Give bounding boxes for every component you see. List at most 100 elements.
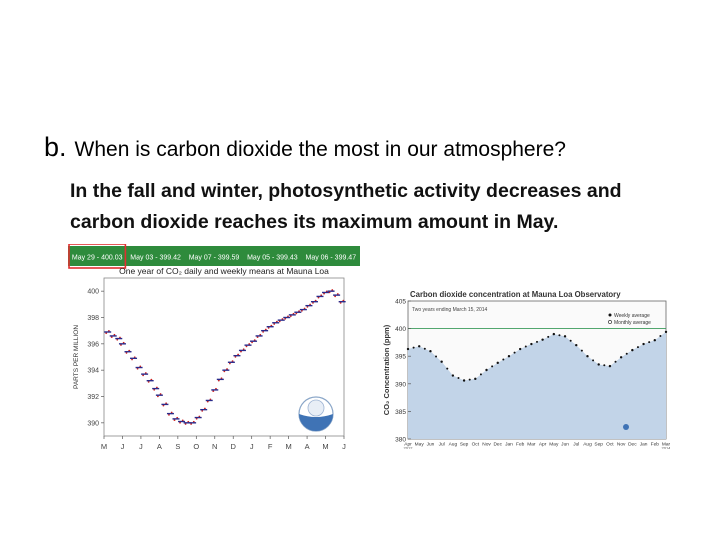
daily-point [195,417,198,420]
logo-bird [307,399,325,417]
question-marker: b. [44,132,67,162]
weekly-point [518,347,522,351]
x-tick-label: Feb [651,442,660,448]
daily-point [312,302,314,304]
x-tick-label: Mar [662,442,670,448]
daily-point [105,332,108,335]
x-tick-label: Mar [527,442,536,448]
x-tick-label: F [268,442,273,451]
weekly-point [446,367,449,370]
daily-point [136,367,139,370]
x-tick-label: A [305,442,310,451]
weekly-point [603,364,606,367]
x-tick-label: Apr [539,442,547,448]
x-tick-label: Jul [573,442,579,448]
reading-label: May 06 - 399.47 [306,255,357,262]
y-tick-label: 398 [87,315,99,322]
x-tick-label: Aug [583,442,592,448]
daily-point [300,309,303,312]
weekly-point [479,373,482,376]
two-year-co2-chart-svg: Carbon dioxide concentration at Mauna Lo… [382,290,670,450]
weekly-point [608,364,612,368]
weekly-point [558,334,561,337]
question-text: When is carbon dioxide the most in our a… [74,138,566,161]
weekly-point [586,355,589,358]
daily-point [317,296,320,299]
x-tick-label: Jul [439,442,445,448]
weekly-point [502,358,505,361]
daily-point [142,374,145,377]
x-tick-label: D [231,442,237,451]
daily-point [323,292,325,295]
answer-text: In the fall and winter, photosynthetic a… [70,176,622,238]
daily-point [212,390,215,393]
legend-weekly-label: Weekly average [614,313,650,319]
weekly-point [536,340,538,343]
y-tick-label: 400 [395,326,406,333]
x-tick-label: M [285,442,291,451]
highlighted-reading-box [68,244,127,269]
weekly-point [468,378,471,381]
weekly-point [485,368,488,372]
question-line: b. When is carbon dioxide the most in our… [44,132,566,163]
daily-point [262,330,265,333]
weekly-point [653,338,656,342]
daily-point [339,302,342,304]
x-tick-label: S [175,442,180,451]
weekly-point [423,347,426,350]
daily-point [125,352,128,354]
x-tick-label: J [342,442,346,451]
daily-point [206,400,209,403]
x-tick-label: Aug [449,442,458,448]
x-tick-label: J [121,442,125,451]
year-label: 2012 [404,446,414,450]
reading-label: May 29 - 400.03 [72,255,123,262]
weekly-point [575,343,578,347]
daily-point [147,381,150,383]
weekly-point [435,355,438,358]
y-tick-label: 390 [87,420,99,427]
weekly-point [547,335,550,338]
weekly-point [614,360,617,363]
chart-subtitle: Two years ending March 15, 2014 [412,307,488,313]
daily-co2-chart: May 29 - 400.03 May 03 - 399.42 May 07 - 3… [68,244,360,456]
daily-point [278,320,281,323]
weekly-point [619,356,623,359]
y-tick-label: 395 [395,354,406,361]
weekly-point [406,347,410,351]
daily-point [334,295,337,298]
scripps-logo [623,424,629,430]
daily-point [153,388,156,391]
x-tick-label: J [250,442,254,451]
weekly-point [524,345,527,348]
x-tick-label: M [322,442,328,451]
y-axis-label: CO₂ Concentration (ppm) [382,324,391,415]
logo-wave [299,414,333,431]
daily-point [228,362,231,365]
x-tick-label: M [101,442,107,451]
daily-point [184,423,187,425]
reading-label: May 05 - 399.43 [247,255,298,262]
weekly-point [462,379,466,382]
weekly-point [625,352,628,355]
x-tick-label: Jan [640,442,648,448]
daily-point [306,305,309,308]
daily-point [251,341,253,344]
x-tick-label: Dec [493,442,502,448]
y-axis-label: PARTS PER MILLION [73,325,80,389]
daily-co2-chart-svg: May 29 - 400.03 May 03 - 399.42 May 07 - 3… [68,244,360,451]
weekly-point [563,335,567,338]
daily-point [201,409,204,412]
x-tick-label: May [415,442,425,448]
noaa-logo [298,396,334,432]
chart-title: Carbon dioxide concentration at Mauna Lo… [410,290,621,299]
x-tick-label: N [212,442,217,451]
weekly-point [636,346,639,349]
weekly-point [597,363,600,366]
weekly-point [541,338,544,341]
weekly-point [513,351,516,354]
x-tick-label: Nov [617,442,626,448]
weekly-point [507,355,511,358]
daily-point [173,419,176,421]
weekly-point [631,348,634,352]
